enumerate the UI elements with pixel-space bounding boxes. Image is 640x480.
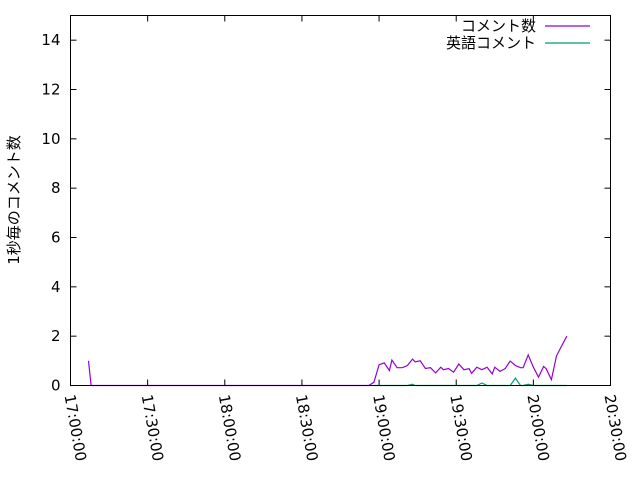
x-tick-label: 18:30:00 (292, 393, 321, 462)
x-tick-label: 19:00:00 (369, 393, 398, 462)
x-tick-label: 17:30:00 (138, 393, 167, 462)
y-axis-label: 1秒毎のコメント数 (5, 135, 23, 265)
x-tick-label: 19:30:00 (446, 393, 475, 462)
series-line-0 (87, 335, 568, 387)
y-tick-label: 10 (41, 130, 60, 148)
y-tick-label: 6 (51, 229, 61, 247)
x-tick-label: 18:00:00 (215, 393, 244, 462)
y-tick-label: 2 (51, 327, 61, 345)
y-tick-label: 12 (41, 81, 60, 99)
x-tick-label: 20:00:00 (523, 393, 552, 462)
series-line-1 (373, 377, 567, 387)
x-tick-label: 17:00:00 (61, 393, 90, 462)
legend-label: コメント数 (461, 17, 536, 35)
y-tick-label: 14 (41, 31, 60, 49)
plot-border (70, 15, 611, 386)
y-tick-label: 8 (51, 179, 61, 197)
y-tick-label: 4 (51, 278, 61, 296)
legend-label: 英語コメント (446, 34, 536, 52)
y-tick-label: 0 (51, 377, 61, 395)
x-tick-label: 20:30:00 (601, 393, 630, 462)
